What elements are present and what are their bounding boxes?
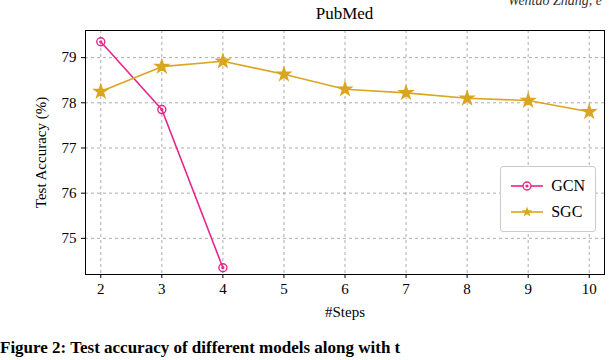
svg-text:5: 5	[280, 281, 288, 297]
svg-text:6: 6	[341, 281, 349, 297]
svg-text:8: 8	[463, 281, 471, 297]
svg-text:4: 4	[219, 281, 227, 297]
svg-text:Test Accuracy (%): Test Accuracy (%)	[33, 97, 50, 208]
svg-text:79: 79	[62, 49, 77, 65]
svg-text:77: 77	[62, 140, 78, 156]
svg-text:2: 2	[97, 281, 105, 297]
html-text:PubMed: PubMed	[315, 4, 374, 23]
svg-text:#Steps: #Steps	[325, 304, 365, 320]
svg-text:9: 9	[524, 281, 532, 297]
svg-text:10: 10	[582, 281, 597, 297]
html-text:GCN: GCN	[551, 177, 585, 194]
svg-text:78: 78	[62, 95, 77, 111]
html-text:Figure 2: Test accuracy of dif: Figure 2: Test accuracy of different mod…	[0, 338, 401, 357]
svg-text:75: 75	[62, 230, 77, 246]
svg-text:3: 3	[158, 281, 166, 297]
html-text:SGC: SGC	[551, 203, 583, 220]
svg-text:7: 7	[402, 281, 410, 297]
svg-text:76: 76	[62, 185, 78, 201]
